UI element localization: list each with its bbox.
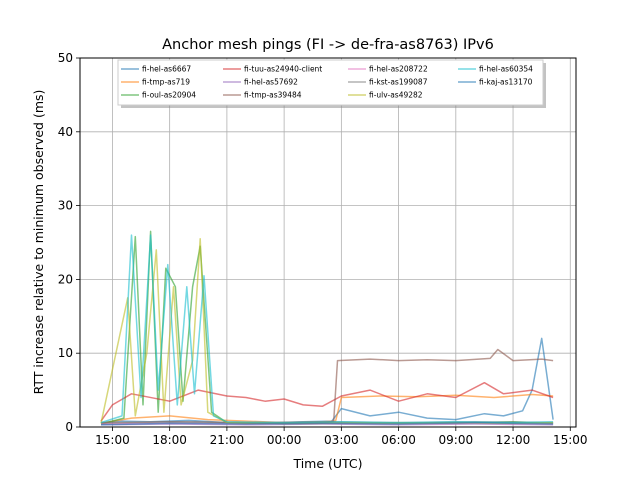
legend-label: fi-hel-as57692 bbox=[244, 78, 298, 87]
tick-layer: 15:00 18:00 21:00 00:00 03:00 06:00 09:00 12:00… bbox=[58, 51, 588, 447]
series-line-fi-kaj-as13170 bbox=[100, 421, 554, 426]
legend-label: fi-hel-as60354 bbox=[479, 65, 533, 74]
series-line-fi-tmp-as719 bbox=[100, 393, 554, 425]
x-tick-label: 12:00 bbox=[496, 433, 531, 447]
legend-label: fi-hel-as6667 bbox=[142, 65, 191, 74]
x-tick-label: 03:00 bbox=[324, 433, 359, 447]
x-tick-label: 18:00 bbox=[152, 433, 187, 447]
x-tick-label: 09:00 bbox=[439, 433, 474, 447]
y-tick-label: 0 bbox=[65, 420, 73, 434]
y-tick-label: 40 bbox=[58, 125, 73, 139]
legend-label: fi-hel-as208722 bbox=[369, 65, 428, 74]
legend-label: fi-tmp-as719 bbox=[142, 78, 190, 87]
legend-label: fi-kaj-as13170 bbox=[479, 78, 533, 87]
legend-label: fi-kst-as199087 bbox=[369, 78, 428, 87]
y-tick-label: 50 bbox=[58, 51, 73, 65]
x-tick-label: 00:00 bbox=[267, 433, 302, 447]
legend-label: fi-tmp-as39484 bbox=[244, 91, 302, 100]
x-tick-label: 21:00 bbox=[210, 433, 245, 447]
chart-title: Anchor mesh pings (FI -> de-fra-as8763) … bbox=[162, 37, 494, 53]
series-line-fi-hel-as6667 bbox=[100, 337, 554, 425]
series-layer bbox=[100, 230, 554, 426]
legend-items: fi-hel-as6667 fi-tmp-as719 fi-oul-as20904 f… bbox=[121, 65, 533, 100]
x-tick-label: 06:00 bbox=[381, 433, 416, 447]
legend-label: fi-oul-as20904 bbox=[142, 91, 196, 100]
plot-frame bbox=[79, 57, 577, 428]
y-tick-label: 10 bbox=[58, 346, 73, 360]
legend-label: fi-ulv-as49282 bbox=[369, 91, 423, 100]
x-tick-label: 15:00 bbox=[95, 433, 130, 447]
y-tick-label: 20 bbox=[58, 272, 73, 286]
series-line-fi-tuu-as24940-client bbox=[100, 381, 554, 422]
x-tick-label: 15:00 bbox=[553, 433, 588, 447]
x-axis-label: Time (UTC) bbox=[292, 456, 362, 471]
legend-label: fi-tuu-as24940-client bbox=[244, 65, 322, 74]
legend: fi-hel-as6667 fi-tmp-as719 fi-oul-as20904 f… bbox=[117, 59, 546, 108]
y-tick-label: 30 bbox=[58, 199, 73, 213]
series-line-fi-hel-as60354 bbox=[100, 234, 554, 424]
y-axis-label: RTT increase relative to minimum observe… bbox=[31, 90, 46, 395]
